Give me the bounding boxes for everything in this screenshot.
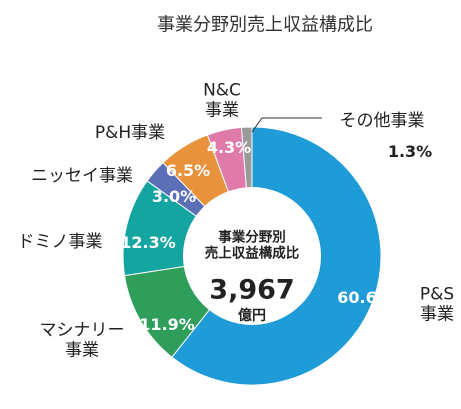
value-label: 6.5% — [165, 160, 211, 180]
donut-hole — [183, 187, 321, 325]
category-label: N&C 事業 — [203, 80, 241, 120]
category-label: マシナリー 事業 — [39, 320, 125, 360]
value-label: 11.9% — [139, 314, 195, 334]
value-label: 3.0% — [151, 186, 197, 206]
leader-line — [251, 117, 322, 133]
center-unit: 億円 — [238, 307, 266, 324]
chart-title: 事業分野別売上収益構成比 — [157, 14, 373, 36]
category-label: ドミノ事業 — [17, 232, 103, 253]
category-label: その他事業 — [339, 111, 425, 132]
value-label: 1.3% — [387, 141, 433, 161]
center-value: 3,967 — [209, 274, 295, 306]
value-label: 60.6% — [337, 287, 393, 307]
center-title: 事業分野別 売上収益構成比 — [204, 229, 300, 261]
value-label: 4.3% — [206, 137, 252, 157]
category-label: ニッセイ事業 — [31, 166, 133, 187]
value-label: 12.3% — [120, 232, 176, 252]
category-label: P&H事業 — [94, 123, 166, 144]
category-label: P&S 事業 — [419, 284, 455, 324]
